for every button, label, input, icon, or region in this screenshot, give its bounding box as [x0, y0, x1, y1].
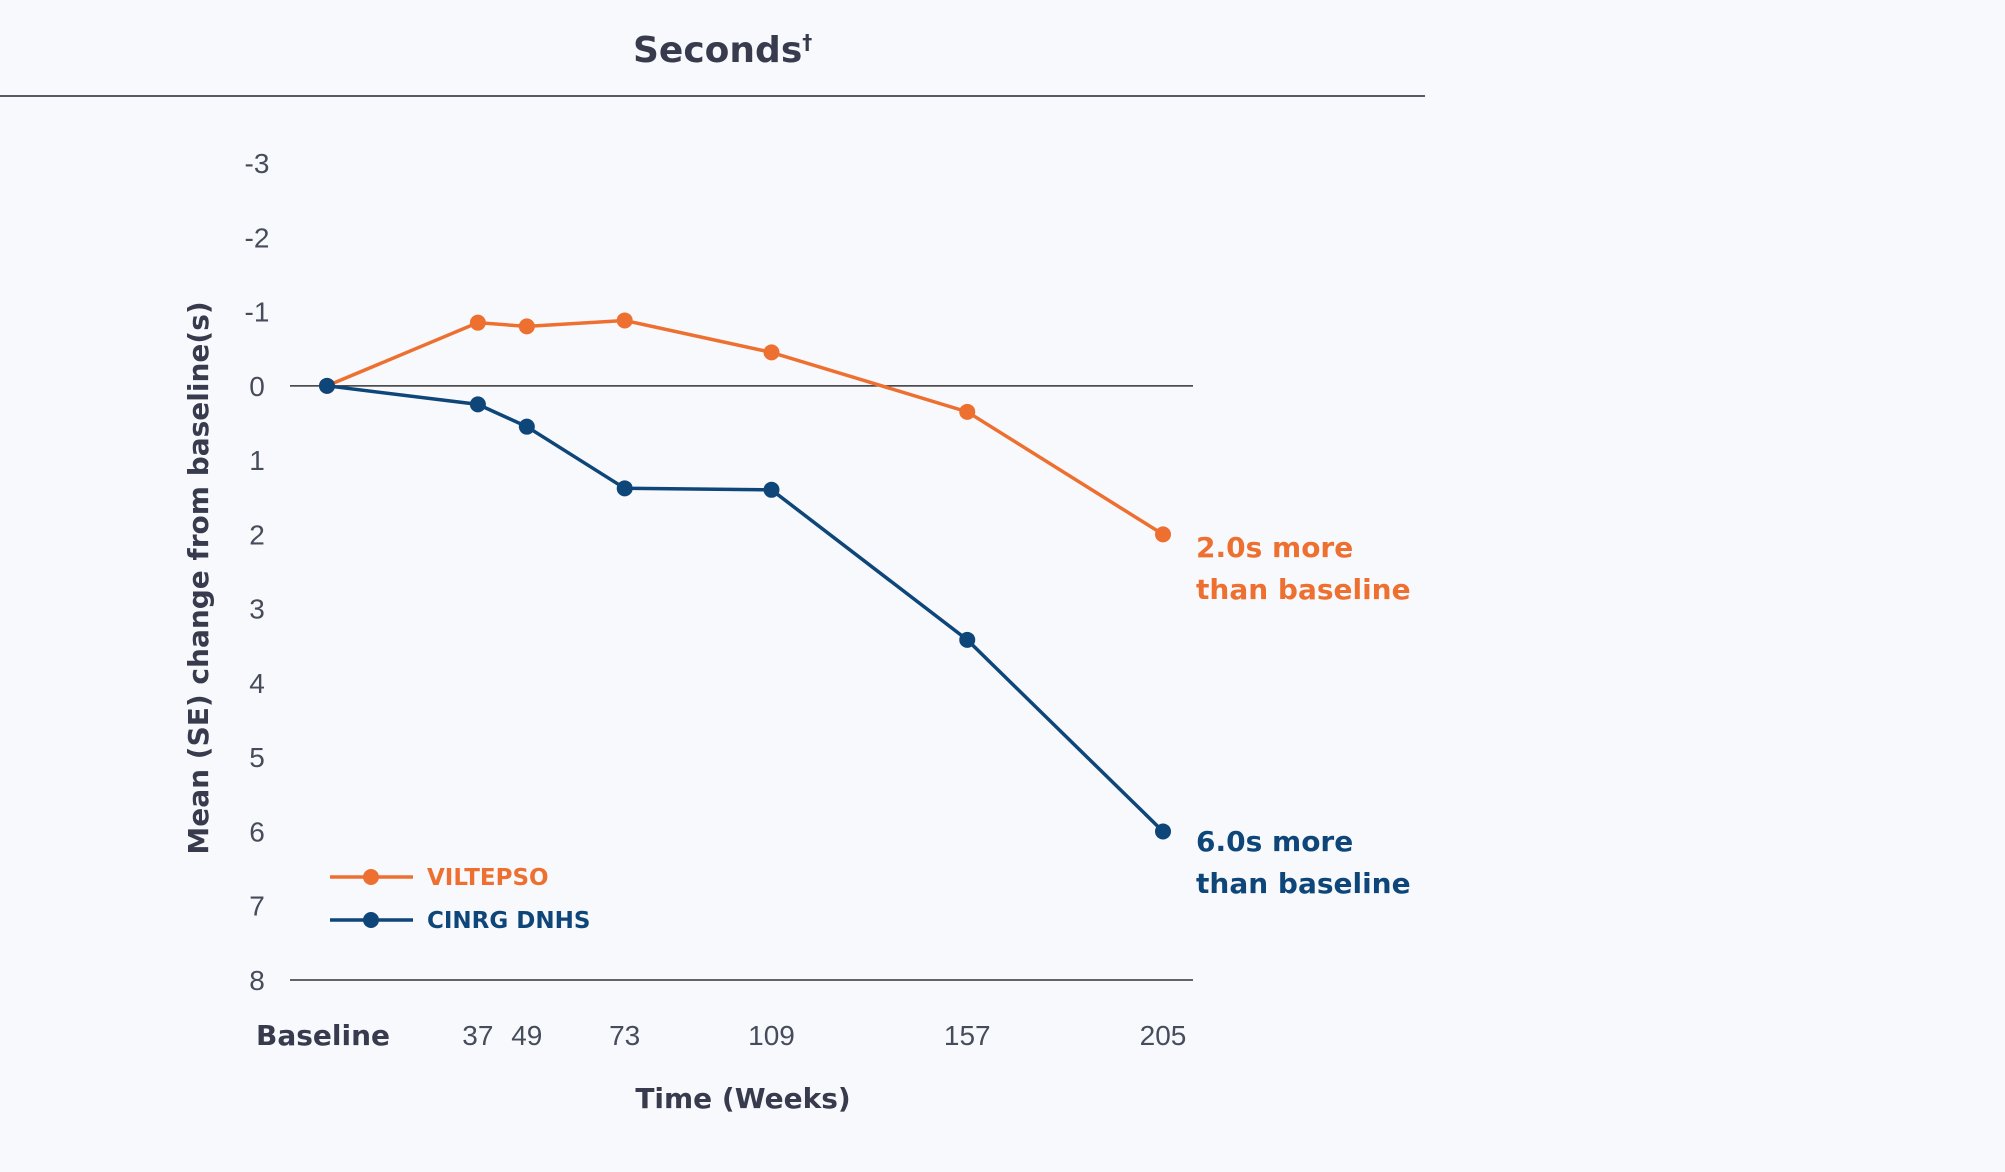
title-divider: [0, 95, 1425, 97]
data-point: [1155, 823, 1171, 840]
series-cinrg-dnhs: [319, 377, 1171, 840]
y-axis-ticks: -3 -2 -1 0 1 2 3 4 5 6 7 8: [245, 148, 270, 996]
y-tick-label: 5: [249, 742, 265, 773]
data-point: [518, 418, 535, 435]
x-tick-label: 49: [511, 1020, 542, 1051]
legend: VILTEPSO CINRG DNHS: [330, 865, 590, 934]
data-point: [959, 631, 976, 648]
data-point: [616, 480, 633, 497]
end-annotation-line: than baseline: [1196, 573, 1411, 606]
end-annotations: 2.0s more than baseline 6.0s more than base…: [1196, 531, 1411, 900]
end-annotation: 6.0s more than baseline: [1196, 825, 1411, 900]
y-tick-label: 0: [249, 371, 265, 402]
end-annotation-line: than baseline: [1196, 867, 1411, 900]
data-point: [959, 403, 976, 420]
data-point: [1155, 526, 1171, 543]
data-point: [616, 312, 633, 329]
y-tick-label: 3: [249, 594, 265, 625]
series-viltepso: [319, 312, 1171, 543]
x-tick-label: 157: [944, 1020, 991, 1051]
data-point: [319, 377, 335, 394]
y-tick-label: 6: [249, 816, 265, 847]
chart-title-text: Seconds: [633, 30, 803, 71]
legend-item: CINRG DNHS: [330, 908, 590, 934]
end-annotation-line: 2.0s more: [1196, 531, 1353, 564]
data-point: [469, 314, 486, 331]
x-axis-ticks: Baseline 37 49 73 109 157 205: [256, 1019, 1186, 1052]
y-tick-label: 7: [249, 891, 265, 922]
series-line: [326, 318, 1164, 536]
data-point: [518, 318, 535, 335]
y-tick-label: -3: [245, 148, 270, 179]
data-point: [763, 344, 780, 361]
y-tick-label: 8: [249, 965, 265, 996]
series-line: [326, 384, 1165, 833]
y-tick-label: 1: [249, 445, 265, 476]
end-annotation: 2.0s more than baseline: [1196, 531, 1411, 606]
x-tick-label: 37: [462, 1020, 493, 1051]
y-tick-label: -2: [245, 222, 270, 253]
legend-marker: [363, 869, 379, 885]
chart-title: Seconds†: [633, 30, 812, 71]
data-point: [469, 396, 486, 413]
end-annotation-line: 6.0s more: [1196, 825, 1353, 858]
y-tick-label: 4: [249, 668, 265, 699]
y-tick-label: -1: [245, 297, 270, 328]
x-tick-label: Baseline: [256, 1019, 390, 1052]
x-tick-label: 73: [609, 1020, 640, 1051]
y-axis-title: Mean (SE) change from baseline(s): [182, 301, 215, 854]
x-tick-label: 205: [1140, 1020, 1187, 1051]
legend-label: VILTEPSO: [427, 865, 549, 891]
legend-label: CINRG DNHS: [427, 908, 590, 934]
y-tick-label: 2: [249, 519, 265, 550]
series-layer: [319, 312, 1171, 840]
legend-item: VILTEPSO: [330, 865, 549, 891]
data-point: [763, 481, 780, 498]
chart-title-dagger: †: [802, 30, 813, 54]
x-tick-label: 109: [748, 1020, 795, 1051]
legend-marker: [363, 912, 379, 928]
x-axis-title: Time (Weeks): [635, 1082, 850, 1115]
